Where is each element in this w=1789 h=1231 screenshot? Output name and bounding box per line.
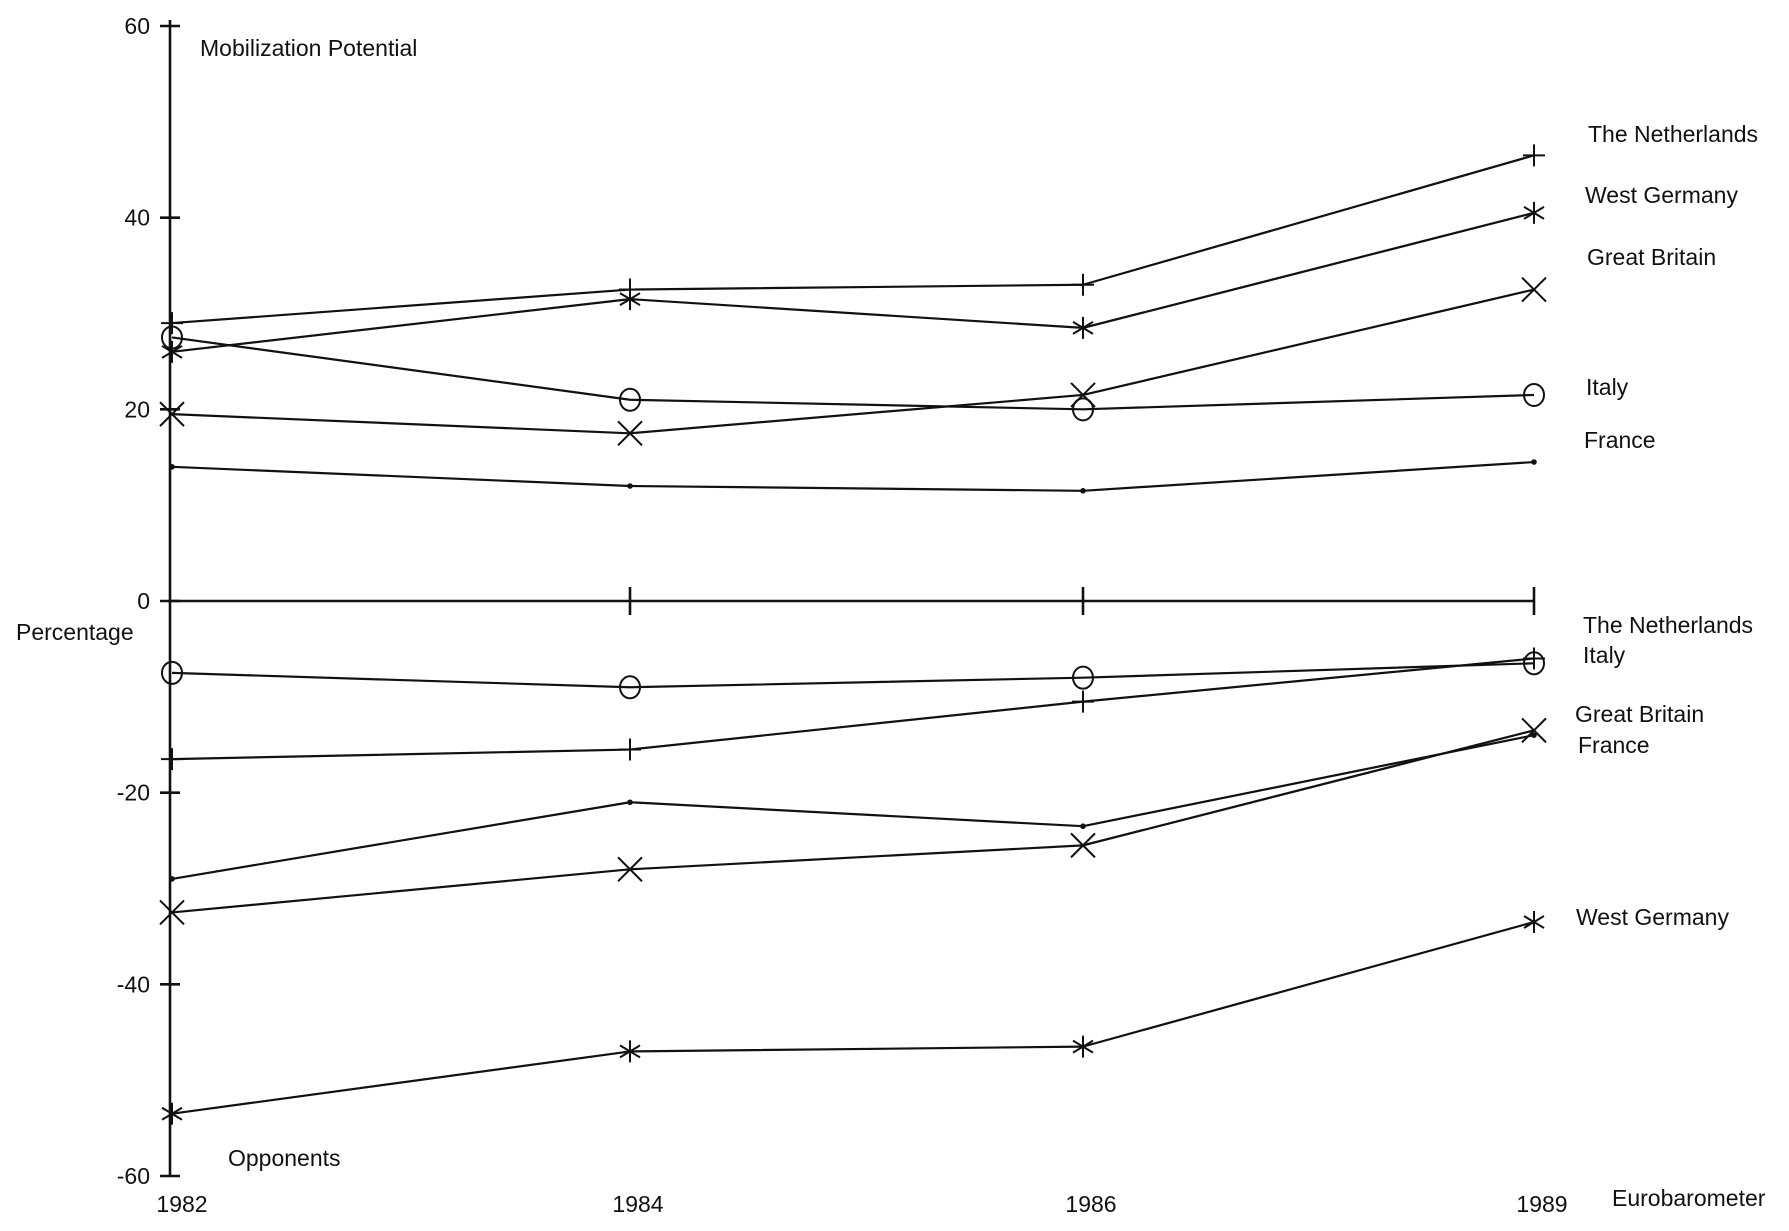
series-great-britain (159, 717, 1547, 926)
series-line (171, 729, 1535, 914)
circle-marker (161, 325, 183, 350)
dot-marker (1531, 732, 1537, 738)
series-label: The Netherlands (1588, 121, 1758, 147)
series-line (171, 211, 1535, 353)
series-label: Italy (1583, 642, 1626, 668)
star-marker (1523, 911, 1545, 934)
axes (168, 20, 1534, 1176)
star-marker (161, 1102, 183, 1125)
dot-marker (169, 876, 175, 882)
series-line (171, 920, 1535, 1115)
series-label: Great Britain (1575, 701, 1704, 727)
series-group (159, 144, 1547, 1125)
plus-marker (1072, 690, 1094, 713)
series-the-netherlands (161, 647, 1545, 771)
x-tick-label: 1986 (1065, 1191, 1116, 1217)
star-marker (1072, 316, 1094, 339)
series-label: Italy (1586, 374, 1629, 400)
plus-marker (161, 748, 183, 771)
circle-marker (1523, 382, 1545, 407)
x-marker (1070, 832, 1096, 859)
series-line (171, 154, 1535, 325)
x-marker (159, 899, 185, 926)
x-marker (617, 420, 643, 446)
x-marker (159, 401, 185, 427)
dot-marker (1080, 823, 1086, 830)
star-marker (1523, 201, 1545, 224)
dot-marker (627, 799, 633, 806)
circle-marker (619, 675, 641, 700)
plus-marker (161, 312, 183, 335)
series-line (171, 288, 1535, 435)
series-label: West Germany (1585, 182, 1738, 208)
circle-marker (1072, 665, 1094, 690)
annotation-mobilization-potential: Mobilization Potential (200, 35, 417, 61)
x-tick-label: 1989 (1516, 1191, 1567, 1217)
annotation-opponents: Opponents (228, 1145, 341, 1171)
dot-marker (1080, 487, 1086, 494)
x-ticks: 1982 1984 1986 1989 (156, 587, 1568, 1217)
series-label: France (1578, 732, 1650, 758)
star-marker (1072, 1035, 1094, 1058)
x-tick-label: 1982 (156, 1191, 207, 1217)
series-label: West Germany (1576, 904, 1729, 930)
series-france (169, 459, 1537, 494)
x-tick-label: 1984 (612, 1191, 663, 1217)
y-tick-label: 40 (124, 205, 150, 231)
series-italy (161, 651, 1545, 700)
circle-marker (161, 660, 183, 685)
y-tick-label: -40 (117, 971, 150, 997)
series-line (171, 336, 1535, 411)
series-west-germany (161, 201, 1545, 363)
y-ticks: 60 40 20 0 -20 -40 -60 (117, 13, 180, 1189)
series-great-britain (159, 276, 1547, 446)
dot-marker (169, 464, 175, 470)
plus-marker (619, 738, 641, 761)
x-axis-label: Eurobarometer (1612, 1185, 1766, 1211)
x-marker (617, 856, 643, 883)
series-label: France (1584, 427, 1656, 453)
x-marker (1521, 717, 1547, 744)
series-line (171, 657, 1535, 761)
dot-marker (627, 483, 633, 489)
plus-marker (1523, 144, 1545, 167)
plus-marker (1523, 647, 1545, 670)
series-west-germany (161, 911, 1545, 1125)
series-line (171, 460, 1535, 492)
y-axis-label: Percentage (16, 619, 134, 645)
y-tick-label: -20 (117, 780, 150, 806)
circle-marker (1523, 651, 1545, 676)
series-label: The Netherlands (1583, 612, 1753, 638)
y-tick-label: 0 (137, 588, 150, 614)
dot-marker (1531, 459, 1537, 465)
y-tick-label: -60 (117, 1163, 150, 1189)
series-line (171, 662, 1535, 689)
series-line (171, 734, 1535, 881)
star-marker (161, 340, 183, 363)
circle-marker (1072, 397, 1094, 422)
x-marker (1521, 276, 1547, 303)
series-italy (161, 325, 1545, 422)
star-marker (619, 288, 641, 311)
star-marker (619, 1040, 641, 1063)
series-labels: The Netherlands West Germany Great Britain… (1575, 121, 1758, 930)
series-the-netherlands (161, 144, 1545, 335)
series-france (169, 732, 1537, 882)
y-tick-label: 20 (124, 396, 150, 422)
y-tick-label: 60 (124, 13, 150, 39)
plus-marker (1072, 273, 1094, 296)
circle-marker (619, 387, 641, 412)
series-label: Great Britain (1587, 244, 1716, 270)
